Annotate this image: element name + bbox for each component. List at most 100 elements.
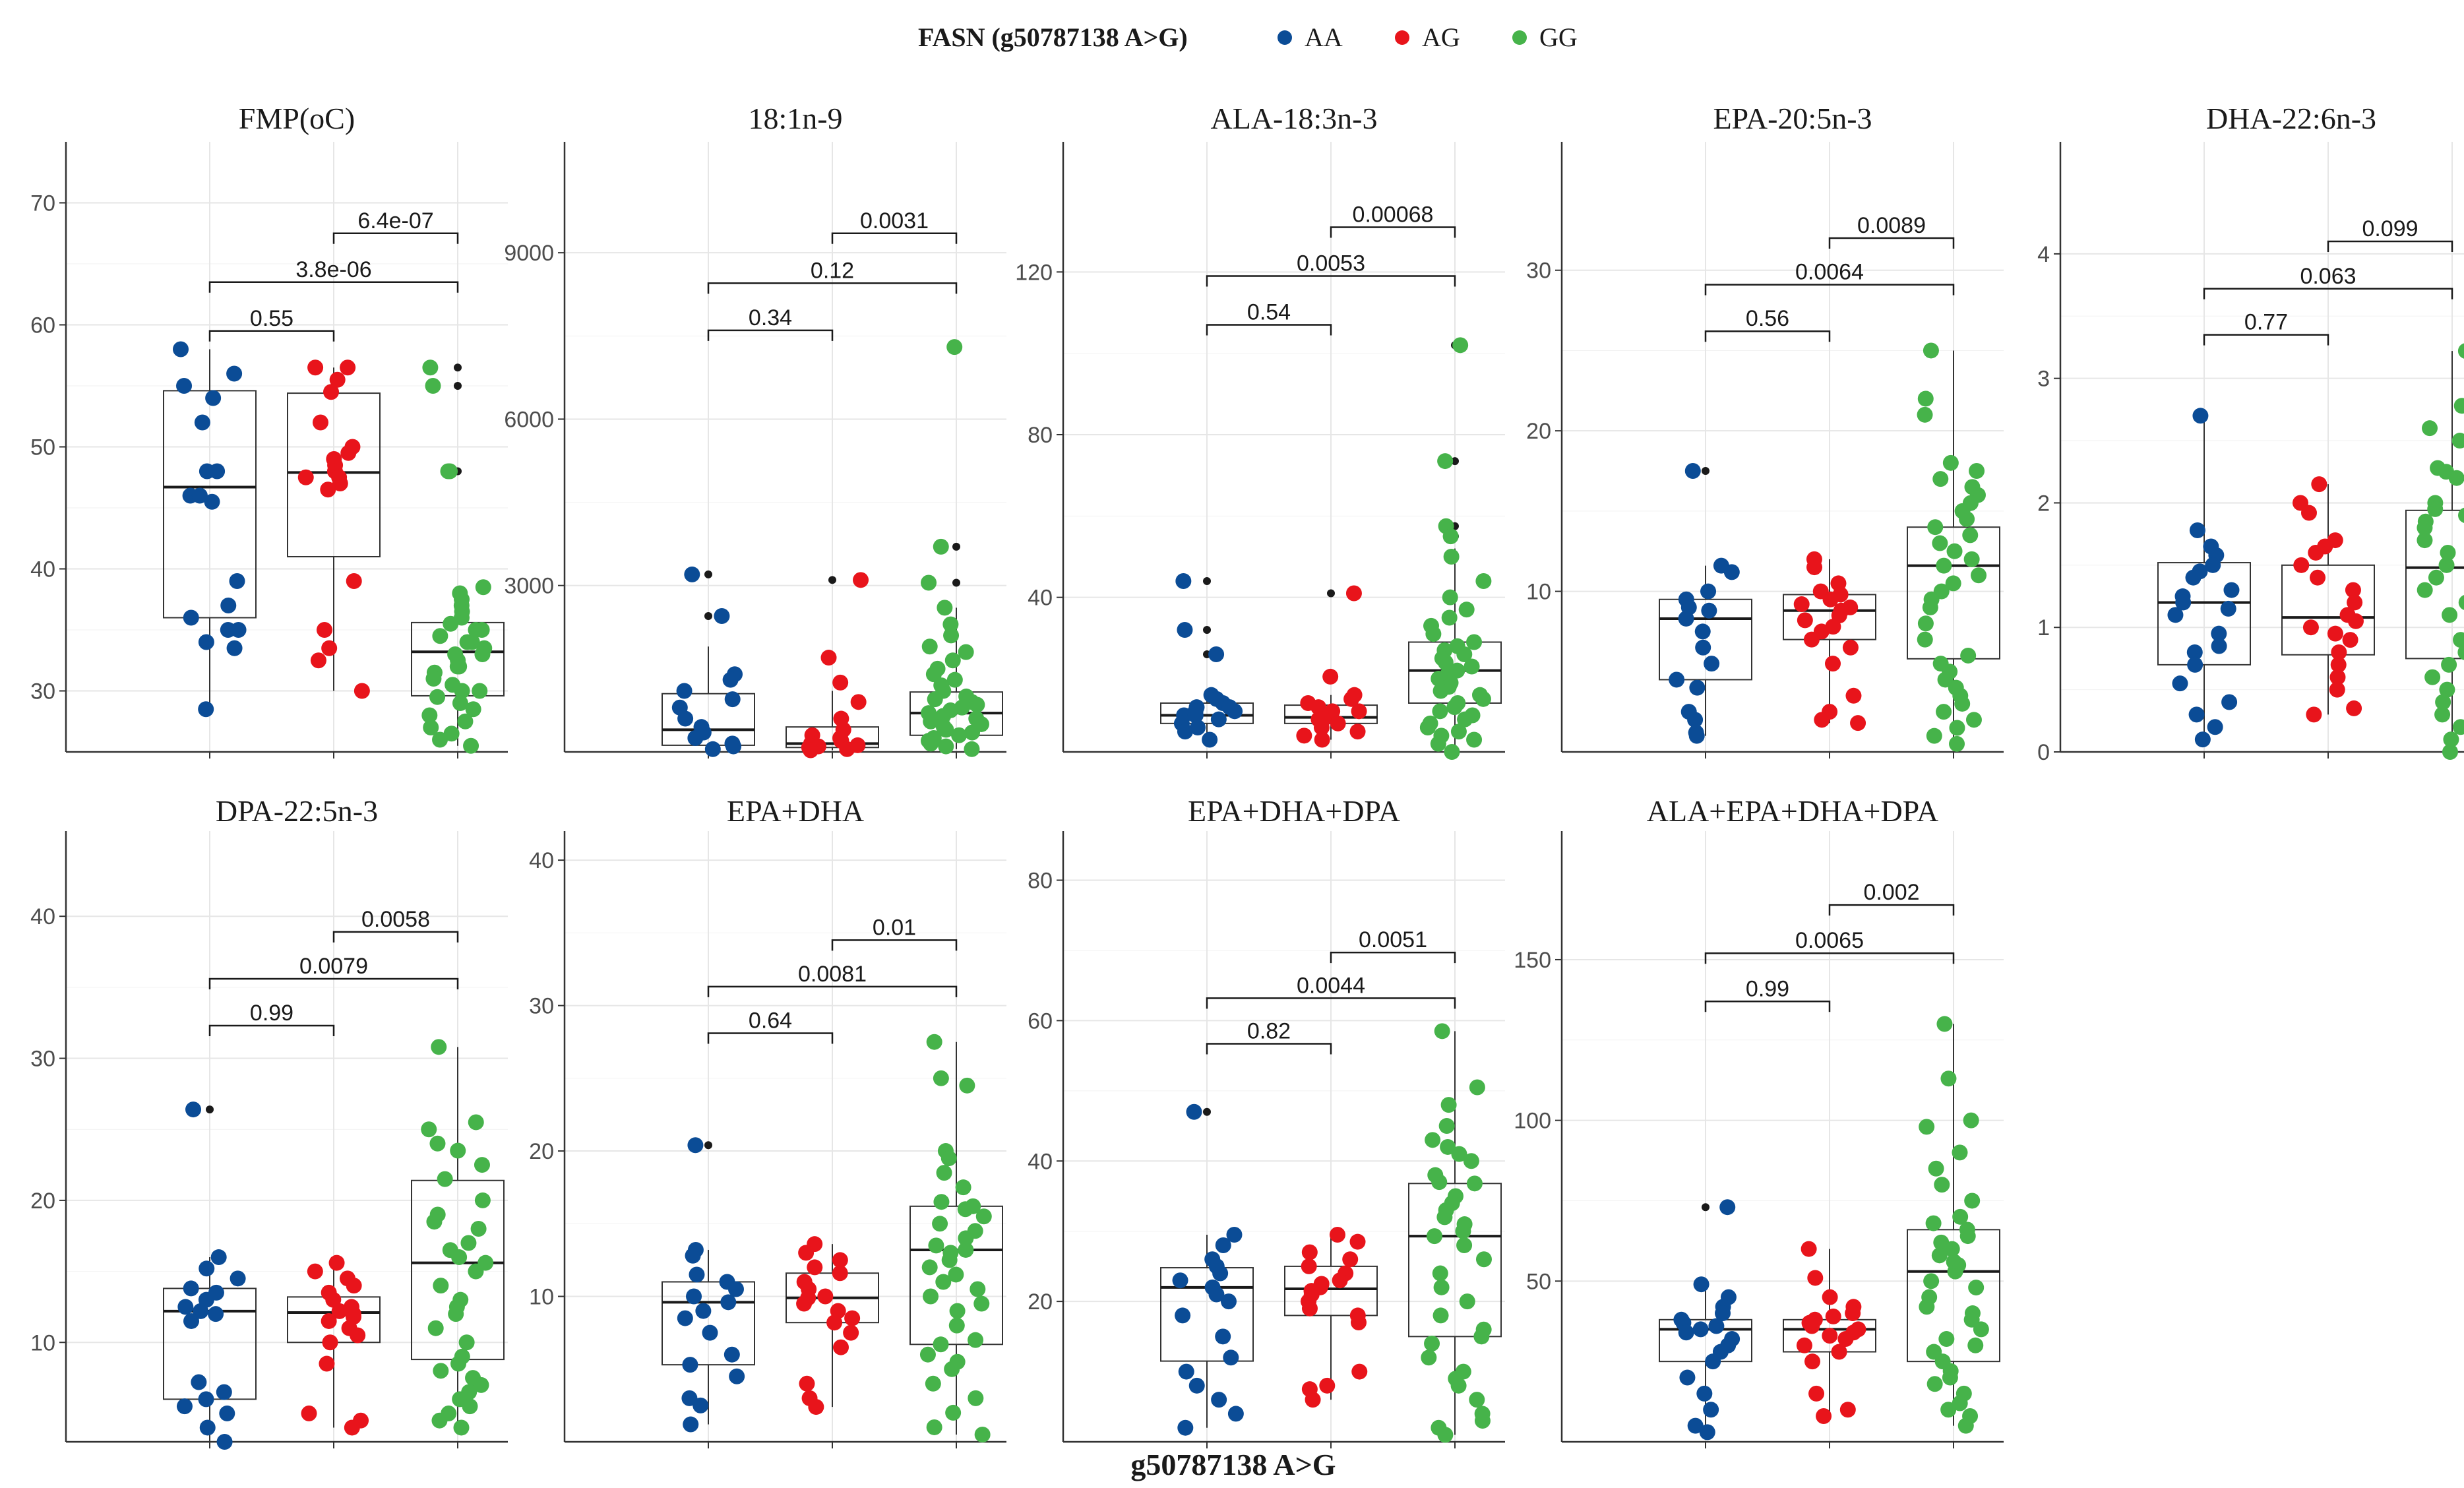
data-point-aa bbox=[198, 634, 214, 650]
data-point-ag bbox=[307, 1263, 323, 1280]
data-point-gg bbox=[973, 1295, 990, 1312]
data-point-gg bbox=[463, 737, 479, 754]
data-point-ag bbox=[1305, 1392, 1321, 1408]
pvalue-label: 0.34 bbox=[749, 305, 792, 330]
data-point-aa bbox=[191, 487, 208, 504]
data-point-gg bbox=[1959, 1228, 1976, 1245]
data-point-gg bbox=[1917, 631, 1933, 648]
data-point-gg bbox=[1973, 1321, 1989, 1338]
data-point-ag bbox=[1822, 1328, 1838, 1344]
pvalue-label: 0.01 bbox=[873, 915, 916, 940]
data-point-ag bbox=[1301, 1300, 1318, 1317]
data-point-gg bbox=[2441, 656, 2457, 673]
data-point-gg bbox=[958, 1241, 974, 1258]
box-aa bbox=[1160, 1267, 1254, 1362]
data-point-gg bbox=[1456, 1237, 1473, 1253]
y-tick-label: 80 bbox=[1028, 869, 1053, 894]
data-point-ag bbox=[1808, 1385, 1825, 1402]
y-tick-label: 6000 bbox=[504, 407, 554, 432]
pvalue-bracket bbox=[707, 985, 958, 997]
data-point-gg bbox=[2448, 470, 2464, 486]
data-point-gg bbox=[2422, 420, 2438, 437]
data-point-aa bbox=[693, 1397, 709, 1413]
data-point-gg bbox=[1459, 1293, 1475, 1310]
pvalue-bracket bbox=[831, 939, 958, 951]
data-point-gg bbox=[1960, 647, 1977, 664]
data-point-gg bbox=[1438, 1118, 1455, 1134]
data-point-gg bbox=[425, 671, 442, 687]
data-point-ag bbox=[1343, 691, 1360, 707]
y-tick-label: 40 bbox=[1028, 586, 1053, 611]
data-point-gg bbox=[2438, 557, 2455, 573]
data-point-gg bbox=[1437, 453, 1454, 470]
data-point-gg bbox=[919, 1346, 936, 1363]
data-point-aa bbox=[1695, 639, 1711, 656]
data-point-aa bbox=[209, 463, 226, 480]
data-point-gg bbox=[1917, 406, 1933, 423]
box-ag bbox=[1284, 1265, 1378, 1317]
data-point-gg bbox=[1474, 1413, 1491, 1429]
data-point-ag bbox=[1301, 1244, 1318, 1260]
data-point-aa bbox=[677, 710, 694, 727]
data-point-gg bbox=[1934, 1177, 1950, 1193]
data-point-ag bbox=[1296, 728, 1312, 744]
data-point-ag bbox=[1310, 699, 1327, 716]
pvalue-bracket bbox=[1206, 324, 1332, 336]
data-point-aa bbox=[1669, 671, 1685, 688]
data-point-aa bbox=[687, 729, 704, 746]
data-point-gg bbox=[433, 1278, 449, 1294]
data-point-ag bbox=[1822, 591, 1839, 607]
data-point-aa bbox=[2187, 656, 2203, 673]
data-point-gg bbox=[938, 722, 954, 738]
data-point-aa bbox=[199, 1260, 215, 1277]
panels: FMP(oC)30405060700.553.8e-066.4e-0718:1n… bbox=[30, 102, 2464, 1450]
data-point-gg bbox=[1959, 511, 1975, 528]
data-point-ag bbox=[1804, 1353, 1821, 1370]
data-point-gg bbox=[1475, 573, 1492, 589]
y-tick-label: 30 bbox=[1526, 259, 1551, 284]
data-point-ag bbox=[2293, 557, 2310, 573]
data-point-gg bbox=[1442, 528, 1459, 545]
data-point-ag bbox=[2308, 544, 2324, 561]
pvalue-label: 0.0081 bbox=[798, 962, 867, 987]
data-point-gg bbox=[964, 741, 980, 757]
y-tick-label: 30 bbox=[529, 994, 554, 1019]
data-point-gg bbox=[1949, 720, 1965, 736]
data-point-aa bbox=[2185, 569, 2202, 586]
data-point-aa bbox=[185, 1101, 202, 1118]
data-point-aa bbox=[702, 1324, 718, 1341]
outlier-point bbox=[828, 576, 836, 584]
data-point-aa bbox=[714, 607, 730, 624]
data-point-ag bbox=[799, 1375, 815, 1392]
data-point-gg bbox=[426, 1214, 443, 1230]
outlier-point bbox=[1203, 626, 1211, 634]
pvalue-bracket bbox=[1704, 284, 1955, 295]
data-point-gg bbox=[427, 1320, 444, 1336]
data-point-ag bbox=[826, 1315, 843, 1331]
data-point-aa bbox=[2167, 607, 2184, 623]
data-point-gg bbox=[1926, 728, 1942, 744]
data-point-ag bbox=[1349, 1233, 1366, 1250]
outlier-point bbox=[1702, 467, 1709, 476]
data-point-gg bbox=[1969, 463, 1985, 480]
data-point-gg bbox=[943, 627, 960, 644]
data-point-aa bbox=[687, 1137, 704, 1154]
data-point-gg bbox=[923, 1288, 939, 1305]
data-point-aa bbox=[198, 1391, 214, 1408]
data-point-aa bbox=[216, 1384, 232, 1400]
data-point-ag bbox=[346, 573, 362, 589]
data-point-gg bbox=[1469, 1392, 1485, 1408]
data-point-gg bbox=[425, 378, 441, 394]
data-point-aa bbox=[2186, 644, 2203, 660]
data-point-gg bbox=[2417, 520, 2433, 536]
data-point-aa bbox=[727, 1281, 744, 1297]
y-tick-label: 4 bbox=[2037, 242, 2050, 267]
data-point-aa bbox=[1188, 1377, 1205, 1394]
data-point-aa bbox=[1177, 622, 1193, 638]
data-point-gg bbox=[431, 1412, 448, 1429]
data-point-gg bbox=[1967, 1337, 1984, 1353]
data-point-aa bbox=[1678, 610, 1694, 627]
data-point-gg bbox=[429, 1135, 446, 1152]
data-point-aa bbox=[1226, 1227, 1243, 1243]
